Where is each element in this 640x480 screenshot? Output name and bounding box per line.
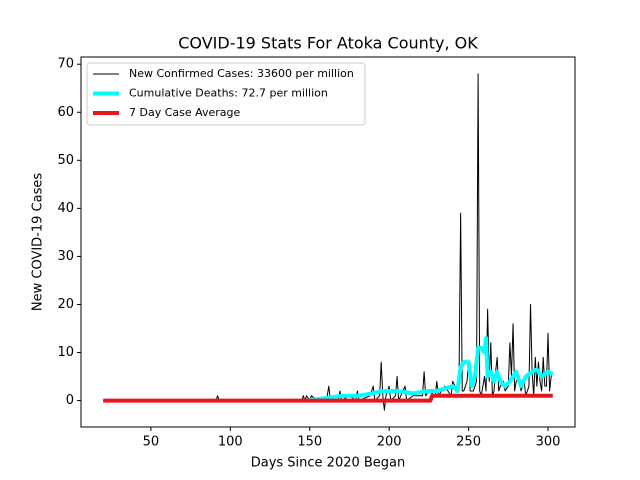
- series-line: [306, 336, 554, 403]
- y-tick-label: 20: [57, 297, 74, 312]
- x-tick-label: 150: [297, 435, 322, 450]
- x-tick-label: 300: [536, 435, 561, 450]
- legend-label: New Confirmed Cases: 33600 per million: [129, 67, 354, 80]
- y-tick-label: 0: [66, 393, 74, 408]
- legend-box: [86, 62, 366, 126]
- y-axis-label: New COVID-19 Cases: [31, 173, 46, 311]
- x-tick-label: 200: [377, 435, 402, 450]
- legend-label: 7 Day Case Average: [129, 106, 241, 119]
- x-tick-label: 100: [218, 435, 243, 450]
- series-line: [103, 393, 553, 403]
- y-tick-label: 70: [57, 57, 74, 72]
- y-tick-label: 50: [57, 153, 74, 168]
- x-tick-label: 50: [143, 435, 160, 450]
- y-tick-label: 30: [57, 249, 74, 264]
- chart-title: COVID-19 Stats For Atoka County, OK: [178, 34, 478, 53]
- x-tick-label: 250: [456, 435, 481, 450]
- y-tick-label: 40: [57, 201, 74, 216]
- plot-frame: [80, 56, 576, 428]
- y-tick-label: 60: [57, 105, 74, 120]
- legend-label: Cumulative Deaths: 72.7 per million: [129, 87, 328, 100]
- x-axis-label: Days Since 2020 Began: [251, 456, 406, 471]
- y-tick-label: 10: [57, 345, 74, 360]
